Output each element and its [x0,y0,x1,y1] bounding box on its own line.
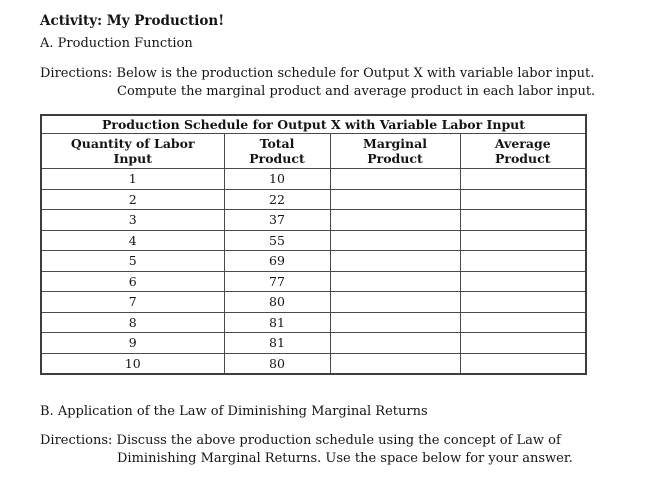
cell-marginal-product [329,250,461,272]
column-header-average-product: Average Product [459,133,587,169]
table-row: 2 22 [40,188,587,210]
cell-total-product: 80 [223,291,331,313]
cell-marginal-product [329,209,461,231]
table-row: 1 10 [40,168,587,190]
production-schedule-table: Production Schedule for Output X with Va… [40,114,588,375]
cell-marginal-product [329,352,461,375]
cell-labor-input: 6 [40,270,225,292]
directions-b-line2: Diminishing Marginal Returns. Use the sp… [117,451,573,466]
cell-average-product [459,352,587,375]
cell-average-product [459,250,587,272]
cell-total-product: 77 [223,270,331,292]
cell-labor-input: 4 [40,229,225,251]
table-header-row: Quantity of Labor Input Total Product Marg… [40,133,587,169]
table-row: 7 80 [40,291,587,313]
directions-a-label: Directions: [40,66,113,81]
table-body: 1 10 2 22 3 37 4 55 5 69 6 77 7 80 8 81 9 81 10 80 [40,168,587,375]
directions-a: Directions: Below is the production sche… [40,65,610,101]
cell-marginal-product [329,291,461,313]
directions-b-label: Directions: [40,433,113,448]
table-row: 3 37 [40,209,587,231]
cell-average-product [459,270,587,292]
cell-labor-input: 8 [40,311,225,333]
cell-labor-input: 1 [40,168,225,190]
cell-average-product [459,168,587,190]
table-title-row: Production Schedule for Output X with Va… [40,114,587,134]
cell-average-product [459,291,587,313]
cell-total-product: 22 [223,188,331,210]
cell-marginal-product [329,311,461,333]
directions-a-text: Below is the production schedule for Out… [116,66,595,81]
cell-marginal-product [329,332,461,354]
directions-b-line1: Directions: Discuss the above production… [40,432,610,450]
table-row: 9 81 [40,332,587,354]
cell-labor-input: 7 [40,291,225,313]
table-row: 8 81 [40,311,587,333]
table-row: 5 69 [40,250,587,272]
cell-total-product: 81 [223,332,331,354]
table-row: 6 77 [40,270,587,292]
cell-average-product [459,229,587,251]
cell-labor-input: 10 [40,352,225,375]
cell-marginal-product [329,188,461,210]
table-title: Production Schedule for Output X with Va… [40,114,587,134]
cell-total-product: 81 [223,311,331,333]
cell-total-product: 37 [223,209,331,231]
cell-total-product: 80 [223,352,331,375]
cell-labor-input: 5 [40,250,225,272]
directions-a-line2: Compute the marginal product and average… [117,84,596,99]
cell-total-product: 69 [223,250,331,272]
cell-marginal-product [329,168,461,190]
section-a-heading: A. Production Function [40,36,193,51]
cell-labor-input: 3 [40,209,225,231]
directions-a-line1: Directions: Below is the production sche… [40,65,610,83]
column-header-labor-input: Quantity of Labor Input [40,133,225,169]
cell-average-product [459,188,587,210]
cell-marginal-product [329,229,461,251]
column-header-total-product: Total Product [223,133,331,169]
cell-average-product [459,209,587,231]
table-row: 10 80 [40,352,587,375]
table-row: 4 55 [40,229,587,251]
cell-labor-input: 9 [40,332,225,354]
cell-average-product [459,332,587,354]
cell-total-product: 55 [223,229,331,251]
activity-title: Activity: My Production! [40,13,225,29]
cell-average-product [459,311,587,333]
cell-labor-input: 2 [40,188,225,210]
cell-marginal-product [329,270,461,292]
directions-b: Directions: Discuss the above production… [40,432,610,468]
cell-total-product: 10 [223,168,331,190]
column-header-marginal-product: Marginal Product [329,133,461,169]
section-b-heading: B. Application of the Law of Diminishing… [40,404,428,419]
directions-b-text: Discuss the above production schedule us… [116,433,561,448]
